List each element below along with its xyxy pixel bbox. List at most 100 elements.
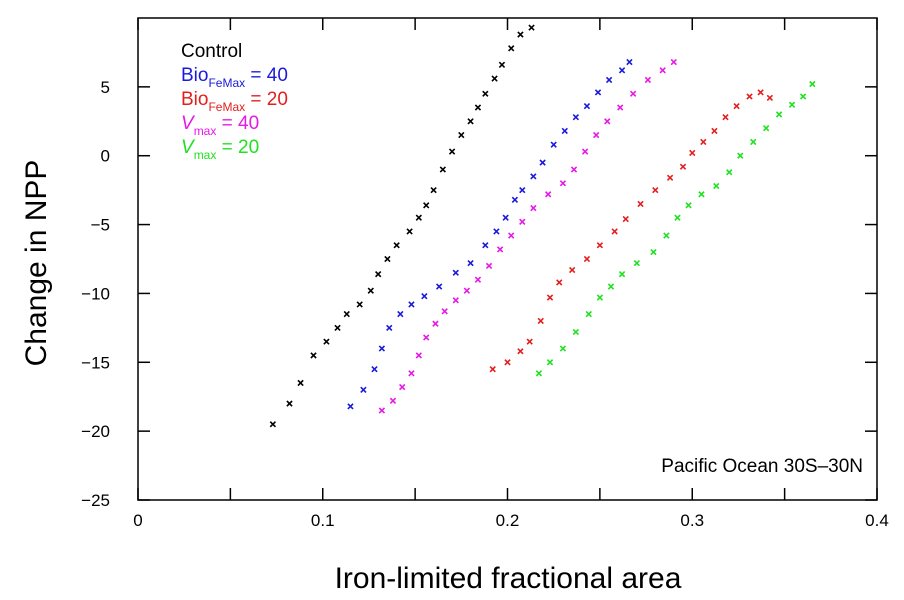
data-point xyxy=(561,127,568,135)
data-point xyxy=(568,266,576,274)
y-tick-label: 5 xyxy=(101,78,110,97)
data-point xyxy=(386,324,393,332)
data-point xyxy=(511,196,519,203)
data-point xyxy=(408,370,415,377)
data-point xyxy=(423,334,430,341)
data-point xyxy=(585,310,592,318)
data-point xyxy=(572,113,580,121)
data-point xyxy=(432,320,439,327)
data-point xyxy=(726,169,733,176)
data-point xyxy=(508,45,515,52)
data-point xyxy=(384,255,391,263)
data-point xyxy=(415,352,422,359)
data-point xyxy=(519,218,526,225)
data-point xyxy=(504,359,511,366)
data-point xyxy=(698,191,705,198)
data-point xyxy=(310,352,317,359)
data-point xyxy=(491,75,498,82)
data-point xyxy=(766,94,774,102)
data-point xyxy=(644,76,652,84)
data-point xyxy=(458,131,465,139)
data-point xyxy=(399,383,406,391)
data-point xyxy=(448,148,456,155)
data-point xyxy=(757,89,764,96)
data-point xyxy=(546,294,554,301)
data-point xyxy=(530,173,537,180)
legend-entry: BioFeMax = 20 xyxy=(181,89,288,114)
data-point xyxy=(482,90,489,97)
data-point xyxy=(746,93,753,100)
data-point xyxy=(700,138,707,146)
data-point xyxy=(617,104,624,111)
data-point xyxy=(583,102,591,110)
data-point xyxy=(474,276,482,283)
data-point xyxy=(496,246,504,253)
data-point xyxy=(581,148,589,155)
data-point xyxy=(663,232,670,239)
data-point xyxy=(502,214,509,221)
data-point xyxy=(666,174,674,181)
data-point xyxy=(605,76,613,84)
data-point xyxy=(519,186,526,194)
data-point xyxy=(498,61,506,68)
data-point xyxy=(762,125,770,132)
data-point xyxy=(583,255,591,263)
data-point xyxy=(650,248,657,256)
data-point xyxy=(485,262,493,270)
legend-entry: Control xyxy=(181,41,242,62)
data-point xyxy=(652,186,659,194)
data-point xyxy=(493,228,500,235)
data-point xyxy=(371,366,378,373)
data-point xyxy=(356,301,363,308)
data-point xyxy=(618,270,626,278)
data-point xyxy=(297,379,304,387)
y-tick-label: −15 xyxy=(81,353,110,372)
data-point xyxy=(618,67,626,74)
x-tick-label: 0.3 xyxy=(680,511,704,530)
data-point xyxy=(489,366,496,373)
data-point xyxy=(360,386,367,393)
data-point xyxy=(430,186,437,194)
data-point xyxy=(439,166,447,173)
data-point xyxy=(482,242,489,249)
data-point xyxy=(559,180,567,187)
y-tick-label: −10 xyxy=(81,284,110,303)
data-point xyxy=(526,338,533,345)
data-point xyxy=(594,89,602,96)
x-tick-label: 0.1 xyxy=(311,511,335,530)
y-tick-label: −20 xyxy=(81,422,110,441)
data-point xyxy=(286,400,293,407)
data-point xyxy=(799,93,807,100)
data-point xyxy=(423,202,430,209)
data-point xyxy=(415,214,422,221)
x-tick-label: 0.4 xyxy=(865,511,889,530)
data-point xyxy=(607,283,615,290)
data-point xyxy=(611,228,618,235)
data-point xyxy=(633,259,640,267)
data-point xyxy=(775,111,783,118)
data-point xyxy=(378,407,386,414)
data-point xyxy=(550,141,557,148)
data-point xyxy=(596,294,604,301)
data-point xyxy=(323,338,330,345)
data-point xyxy=(626,58,633,66)
data-point xyxy=(737,152,744,159)
series-0-points xyxy=(269,24,535,428)
legend-entry: Vmax = 40 xyxy=(181,113,259,138)
data-point xyxy=(269,421,277,428)
data-point xyxy=(809,80,816,88)
x-tick-label: 0.2 xyxy=(496,511,520,530)
data-point xyxy=(463,287,471,294)
data-point xyxy=(689,149,696,157)
data-point xyxy=(530,204,537,212)
data-point xyxy=(659,67,666,74)
data-point xyxy=(604,118,611,125)
data-point xyxy=(572,328,580,336)
data-point xyxy=(347,403,354,410)
data-point xyxy=(378,345,386,352)
data-point xyxy=(508,232,515,239)
data-point xyxy=(452,297,459,304)
data-point xyxy=(367,287,374,294)
